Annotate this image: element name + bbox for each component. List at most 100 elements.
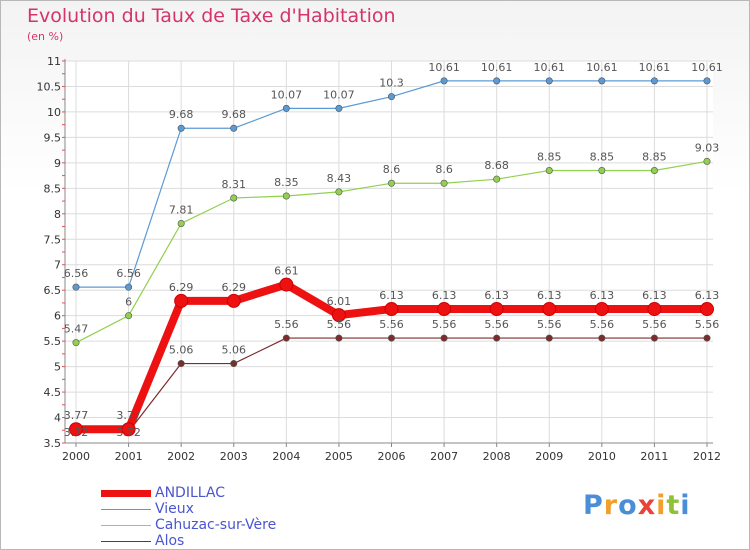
data-point	[230, 194, 238, 202]
x-tick-label: 2000	[62, 450, 90, 463]
plot-area	[65, 61, 713, 443]
data-label: 6.29	[222, 281, 247, 294]
legend-label-alos: Alos	[155, 533, 185, 549]
data-label: 8.6	[435, 163, 453, 176]
data-point	[177, 124, 185, 132]
data-label: 6.56	[64, 267, 89, 280]
data-point	[437, 302, 452, 317]
data-label: 5.56	[537, 318, 562, 331]
x-tick-label: 2002	[167, 450, 195, 463]
data-point	[493, 334, 501, 342]
legend-label-cahuzac: Cahuzac-sur-Vère	[155, 517, 277, 533]
data-label: 8.31	[222, 178, 247, 191]
data-point	[335, 334, 343, 342]
y-tick-label: 9	[54, 157, 61, 170]
proxiti-logo: Proxiti	[583, 490, 691, 521]
data-point	[650, 334, 658, 342]
data-point	[69, 422, 83, 437]
data-label: 5.56	[274, 318, 299, 331]
data-point	[650, 167, 658, 175]
y-tick-label: 10.5	[37, 80, 62, 93]
data-label: 10.07	[271, 88, 303, 101]
legend-label-andillac: ANDILLAC	[155, 485, 225, 501]
x-tick-label: 2006	[378, 450, 406, 463]
legend-swatch-cahuzac	[101, 524, 151, 526]
data-point	[650, 77, 658, 85]
data-point	[335, 104, 343, 112]
data-point	[282, 104, 290, 112]
x-tick-label: 2009	[535, 450, 563, 463]
data-label: 5.47	[64, 323, 89, 336]
data-label: 6.13	[590, 289, 615, 302]
data-label: 10.61	[534, 61, 566, 74]
data-point	[125, 312, 133, 320]
logo-letter: o	[618, 490, 638, 521]
data-point	[493, 175, 501, 183]
y-tick-label: 8	[54, 208, 61, 221]
legend-item-cahuzac: Cahuzac-sur-Vère	[101, 517, 276, 533]
data-point	[174, 293, 189, 308]
legend-item-alos: Alos	[101, 533, 276, 549]
y-tick-label: 4	[54, 412, 61, 425]
data-label: 5.06	[169, 344, 194, 357]
data-label: 6.56	[116, 267, 141, 280]
data-point	[545, 334, 553, 342]
data-label: 6.01	[327, 295, 352, 308]
x-tick-label: 2001	[115, 450, 143, 463]
logo-letter: t	[666, 490, 681, 521]
y-tick-label: 9.5	[44, 131, 62, 144]
x-tick-label: 2005	[325, 450, 353, 463]
data-point	[335, 188, 343, 196]
data-label: 5.56	[642, 318, 667, 331]
logo-letter: i	[656, 490, 667, 521]
x-tick-label: 2007	[430, 450, 458, 463]
data-label: 10.3	[379, 77, 404, 90]
data-label: 10.61	[639, 61, 671, 74]
data-point	[598, 167, 606, 175]
data-label: 5.56	[379, 318, 404, 331]
data-point	[125, 283, 133, 291]
x-tick-label: 2010	[588, 450, 616, 463]
data-point	[598, 77, 606, 85]
data-label: 3.77	[64, 409, 89, 422]
x-tick-label: 2011	[640, 450, 668, 463]
data-label: 8.85	[537, 151, 562, 164]
logo-letter: r	[603, 490, 619, 521]
data-label: 10.07	[323, 88, 355, 101]
legend: ANDILLAC Vieux Cahuzac-sur-Vère Alos	[101, 485, 276, 549]
y-tick-label: 7.5	[44, 233, 62, 246]
data-label: 8.6	[383, 163, 401, 176]
data-point	[72, 339, 80, 347]
data-point	[387, 334, 395, 342]
data-label: 5.56	[432, 318, 457, 331]
data-point	[282, 192, 290, 200]
x-tick-label: 2012	[693, 450, 721, 463]
data-point	[440, 179, 448, 187]
data-point	[230, 360, 238, 368]
y-tick-label: 7	[54, 259, 61, 272]
data-point	[177, 360, 185, 368]
data-point	[226, 293, 241, 308]
data-point	[121, 422, 136, 437]
data-point	[282, 334, 290, 342]
data-label: 8.85	[642, 151, 667, 164]
data-point	[703, 77, 711, 85]
data-label: 3.77	[116, 409, 141, 422]
data-label: 5.56	[327, 318, 352, 331]
y-tick-label: 5	[54, 361, 61, 374]
data-label: 6.29	[169, 281, 194, 294]
chart-subtitle: (en %)	[27, 30, 64, 43]
chart-title: Evolution du Taux de Taxe d'Habitation	[27, 5, 396, 27]
legend-swatch-alos	[101, 540, 151, 542]
data-label: 3.72	[116, 426, 141, 439]
legend-item-vieux: Vieux	[101, 501, 276, 517]
data-point	[594, 302, 609, 317]
x-tick-label: 2008	[483, 450, 511, 463]
data-point	[542, 302, 557, 317]
data-label: 9.68	[169, 108, 194, 121]
y-tick-label: 10	[47, 106, 61, 119]
data-point	[545, 167, 553, 175]
data-label: 8.43	[327, 172, 352, 185]
data-point	[440, 334, 448, 342]
y-tick-label: 6	[54, 310, 61, 323]
